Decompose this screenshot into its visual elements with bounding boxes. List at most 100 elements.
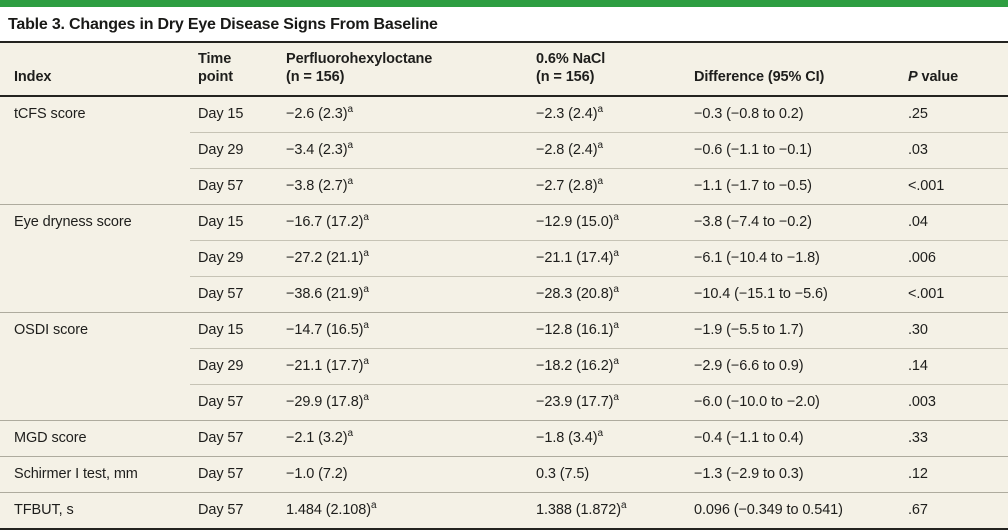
- table-row: Day 57 −38.6 (21.9)a −28.3 (20.8)a −10.4…: [0, 276, 1008, 313]
- footnote-marker: a: [363, 356, 369, 368]
- cell-difference: −0.6 (−1.1 to −0.1): [686, 132, 900, 169]
- cell-control-value: −2.7 (2.8)a: [528, 168, 686, 205]
- cell-difference: 0.096 (−0.349 to 0.541): [686, 492, 900, 529]
- cell-control-value: 1.388 (1.872)a: [528, 492, 686, 529]
- control-group-label: 0.6% NaCl: [536, 51, 606, 67]
- footnote-marker: a: [620, 500, 627, 512]
- footnote-marker: a: [613, 320, 619, 332]
- cell-control-value: −21.1 (17.4)a: [528, 240, 686, 277]
- cell-drug-value: −1.0 (7.2): [278, 456, 528, 493]
- table-row: Eye dryness score Day 15 −16.7 (17.2)a −…: [0, 204, 1008, 241]
- table-row: tCFS score Day 15 −2.6 (2.3)a −2.3 (2.4)…: [0, 95, 1008, 133]
- cell-drug-value: −2.6 (2.3)a: [278, 95, 528, 133]
- cell-time-point: Day 15: [190, 312, 278, 349]
- cell-index: TFBUT, s: [0, 492, 190, 529]
- cell-control-value: −2.3 (2.4)a: [528, 95, 686, 133]
- footnote-marker: a: [370, 500, 377, 512]
- cell-difference: −6.0 (−10.0 to −2.0): [686, 384, 900, 421]
- cell-time-point: Day 29: [190, 240, 278, 277]
- cell-p-value: .03: [900, 132, 1008, 169]
- cell-time-point: Day 15: [190, 204, 278, 241]
- cell-index: [0, 169, 190, 205]
- cell-time-point: Day 29: [190, 348, 278, 385]
- dry-eye-signs-table: Index Time point Perfluorohexyloctane (n …: [0, 43, 1008, 530]
- cell-p-value: .25: [900, 95, 1008, 133]
- cell-difference: −6.1 (−10.4 to −1.8): [686, 240, 900, 277]
- cell-time-point: Day 29: [190, 132, 278, 169]
- cell-difference: −0.3 (−0.8 to 0.2): [686, 95, 900, 133]
- cell-index: Schirmer I test, mm: [0, 456, 190, 493]
- footnote-marker: a: [347, 176, 353, 188]
- cell-index: [0, 349, 190, 385]
- control-group-n: (n = 156): [536, 69, 595, 85]
- table-row: Day 29 −3.4 (2.3)a −2.8 (2.4)a −0.6 (−1.…: [0, 132, 1008, 169]
- footnote-marker: a: [597, 140, 603, 152]
- col-header-difference: Difference (95% CI): [686, 43, 900, 97]
- cell-index: OSDI score: [0, 312, 190, 349]
- cell-p-value: .006: [900, 240, 1008, 277]
- cell-control-value: −2.8 (2.4)a: [528, 132, 686, 169]
- footnote-marker: a: [613, 356, 619, 368]
- cell-difference: −1.9 (−5.5 to 1.7): [686, 312, 900, 349]
- cell-index: tCFS score: [0, 95, 190, 133]
- footnote-marker: a: [363, 392, 369, 404]
- table-row: Day 29 −27.2 (21.1)a −21.1 (17.4)a −6.1 …: [0, 240, 1008, 277]
- cell-index: MGD score: [0, 420, 190, 457]
- table-row: Day 29 −21.1 (17.7)a −18.2 (16.2)a −2.9 …: [0, 348, 1008, 385]
- footnote-marker: a: [613, 212, 619, 224]
- cell-drug-value: −3.8 (2.7)a: [278, 168, 528, 205]
- footnote-marker: a: [597, 428, 603, 440]
- cell-p-value: .003: [900, 384, 1008, 421]
- cell-control-value: −1.8 (3.4)a: [528, 420, 686, 457]
- table-row: TFBUT, s Day 57 1.484 (2.108)a 1.388 (1.…: [0, 492, 1008, 529]
- cell-difference: −1.1 (−1.7 to −0.5): [686, 168, 900, 205]
- cell-p-value: .33: [900, 420, 1008, 457]
- footnote-marker: a: [613, 284, 619, 296]
- cell-drug-value: −27.2 (21.1)a: [278, 240, 528, 277]
- p-value-rest: value: [917, 69, 959, 85]
- cell-p-value: .30: [900, 312, 1008, 349]
- cell-time-point: Day 57: [190, 276, 278, 313]
- cell-index: [0, 277, 190, 313]
- table-row: OSDI score Day 15 −14.7 (16.5)a −12.8 (1…: [0, 312, 1008, 349]
- footnote-marker: a: [613, 392, 619, 404]
- col-header-perfluorohexyloctane: Perfluorohexyloctane (n = 156): [278, 43, 528, 97]
- table-row: Day 57 −3.8 (2.7)a −2.7 (2.8)a −1.1 (−1.…: [0, 168, 1008, 205]
- cell-drug-value: −16.7 (17.2)a: [278, 204, 528, 241]
- cell-index: [0, 241, 190, 277]
- footnote-marker: a: [613, 248, 619, 260]
- table-header-row: Index Time point Perfluorohexyloctane (n …: [0, 43, 1008, 97]
- cell-time-point: Day 57: [190, 456, 278, 493]
- cell-index: [0, 385, 190, 421]
- cell-time-point: Day 57: [190, 492, 278, 529]
- table-row: Schirmer I test, mm Day 57 −1.0 (7.2) 0.…: [0, 456, 1008, 493]
- cell-drug-value: −2.1 (3.2)a: [278, 420, 528, 457]
- cell-control-value: 0.3 (7.5): [528, 456, 686, 493]
- footnote-marker: a: [347, 140, 353, 152]
- footnote-marker: a: [597, 104, 603, 116]
- cell-index: Eye dryness score: [0, 204, 190, 241]
- footnote-marker: a: [597, 176, 603, 188]
- cell-drug-value: −29.9 (17.8)a: [278, 384, 528, 421]
- col-header-p-value: P value: [900, 43, 1008, 97]
- cell-drug-value: −14.7 (16.5)a: [278, 312, 528, 349]
- footnote-marker: a: [347, 428, 353, 440]
- cell-time-point: Day 57: [190, 384, 278, 421]
- cell-p-value: <.001: [900, 276, 1008, 313]
- table-row: Day 57 −29.9 (17.8)a −23.9 (17.7)a −6.0 …: [0, 384, 1008, 421]
- cell-drug-value: −38.6 (21.9)a: [278, 276, 528, 313]
- cell-difference: −2.9 (−6.6 to 0.9): [686, 348, 900, 385]
- cell-p-value: .12: [900, 456, 1008, 493]
- footnote-marker: a: [363, 212, 369, 224]
- drug-group-n: (n = 156): [286, 69, 345, 85]
- cell-control-value: −28.3 (20.8)a: [528, 276, 686, 313]
- footnote-marker: a: [347, 104, 353, 116]
- cell-p-value: .04: [900, 204, 1008, 241]
- cell-drug-value: 1.484 (2.108)a: [278, 492, 528, 529]
- cell-difference: −10.4 (−15.1 to −5.6): [686, 276, 900, 313]
- footnote-marker: a: [363, 284, 369, 296]
- footnote-marker: a: [363, 320, 369, 332]
- cell-difference: −1.3 (−2.9 to 0.3): [686, 456, 900, 493]
- cell-control-value: −12.8 (16.1)a: [528, 312, 686, 349]
- cell-p-value: .14: [900, 348, 1008, 385]
